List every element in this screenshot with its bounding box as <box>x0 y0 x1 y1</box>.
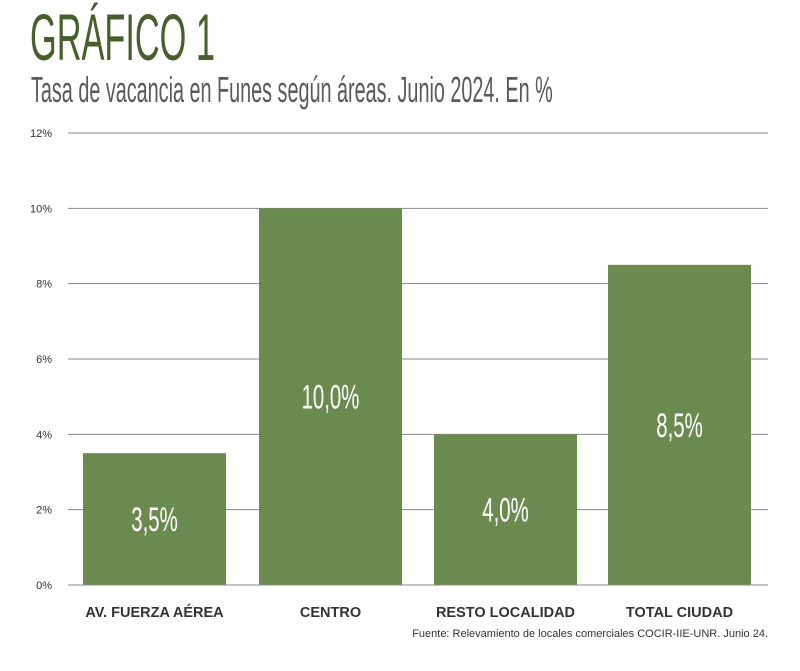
y-tick-label: 4% <box>36 429 52 441</box>
source-note: Fuente: Relevamiento de locales comercia… <box>412 628 768 640</box>
bar <box>608 264 751 585</box>
chart-title: GRÁFICO 1 <box>30 0 215 74</box>
y-tick-label: 2% <box>36 505 52 517</box>
data-label: 3,5% <box>131 501 177 539</box>
y-tick-label: 6% <box>36 354 52 366</box>
data-label: 10,0% <box>302 378 360 416</box>
x-category-label: AV. FUERZA AÉREA <box>85 604 224 621</box>
y-tick-label: 0% <box>36 580 52 592</box>
data-label: 8,5% <box>656 407 702 445</box>
x-category-label: CENTRO <box>300 605 361 621</box>
x-category-label: RESTO LOCALIDAD <box>436 605 575 621</box>
bar <box>259 208 402 586</box>
bar <box>83 453 226 585</box>
bar <box>434 434 577 585</box>
chart-subtitle: Tasa de vacancia en Funes según áreas. J… <box>31 69 553 110</box>
y-tick-label: 8% <box>36 279 52 291</box>
y-tick-label: 12% <box>30 128 52 140</box>
y-tick-label: 10% <box>30 203 52 215</box>
x-category-label: TOTAL CIUDAD <box>626 605 733 621</box>
data-label: 4,0% <box>482 491 528 529</box>
